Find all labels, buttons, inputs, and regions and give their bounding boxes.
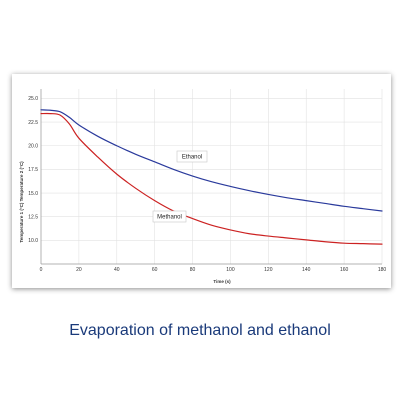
x-tick-label: 140 <box>302 267 311 273</box>
y-tick-label: 10.0 <box>28 238 38 244</box>
grid <box>40 89 383 264</box>
x-tick-label: 120 <box>264 267 273 273</box>
methanol-callout-label: Methanol <box>157 215 182 221</box>
y-tick-labels: 10.0 12.5 15.0 17.5 20.0 22.5 25.0 <box>28 96 38 244</box>
methanol-callout-box <box>152 210 187 223</box>
x-tick-label: 160 <box>340 267 349 273</box>
x-tick-label: 60 <box>152 267 158 273</box>
ethanol-callout: Ethanol <box>176 150 208 163</box>
x-tick-label: 20 <box>76 267 82 273</box>
methanol-line <box>40 112 383 245</box>
line-chart: 10.0 12.5 15.0 17.5 20.0 22.5 25.0 0 20 40 60 80 10… <box>19 89 387 284</box>
y-axis-label: Temperature 1 (°C) Temperature 2 (°C) <box>19 161 24 243</box>
ethanol-callout-label: Ethanol <box>182 155 202 161</box>
y-tick-label: 20.0 <box>28 143 38 149</box>
x-axis-label: Time (s) <box>213 279 231 284</box>
x-tick-label: 0 <box>40 267 43 273</box>
x-tick-label: 180 <box>378 267 387 273</box>
y-tick-label: 25.0 <box>28 96 38 102</box>
y-tick-label: 17.5 <box>28 167 38 173</box>
callouts: Ethanol Methanol <box>152 150 208 223</box>
figure-caption: Evaporation of methanol and ethanol <box>69 322 331 339</box>
y-tick-label: 22.5 <box>28 120 38 126</box>
ethanol-callout-box <box>176 150 208 163</box>
ethanol-line <box>40 109 383 212</box>
chart-card: 10.0 12.5 15.0 17.5 20.0 22.5 25.0 0 20 40 60 80 10… <box>12 74 391 288</box>
x-tick-label: 40 <box>114 267 120 273</box>
y-tick-label: 15.0 <box>28 191 38 197</box>
y-tick-label: 12.5 <box>28 214 38 220</box>
axes <box>40 89 382 265</box>
methanol-callout: Methanol <box>152 210 187 223</box>
x-tick-label: 80 <box>190 267 196 273</box>
x-tick-labels: 0 20 40 60 80 100 120 140 160 180 <box>40 267 387 273</box>
x-tick-label: 100 <box>226 267 235 273</box>
series-lines <box>40 109 383 245</box>
